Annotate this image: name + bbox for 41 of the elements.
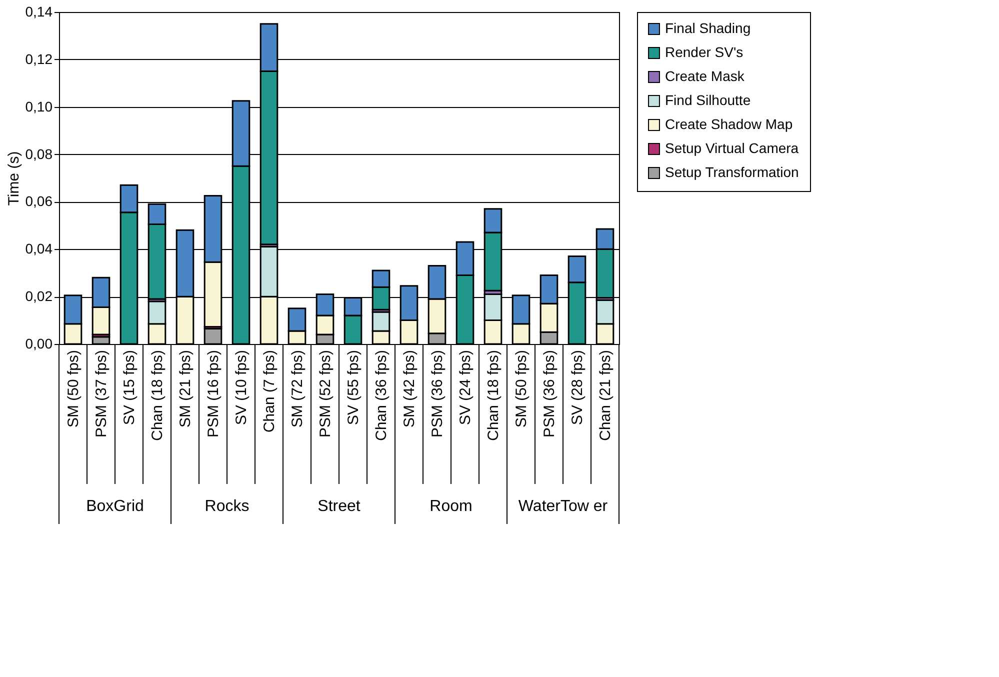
y-tick-label: 0,04 [25, 240, 53, 257]
x-tick-label: PSM (16 fps) [205, 350, 222, 438]
text: Room [430, 498, 472, 515]
x-tick-label: SV (55 fps) [345, 350, 362, 426]
x-tick-label: Chan (21 fps) [597, 350, 614, 441]
y-tick-label: 0,08 [25, 146, 53, 162]
x-tick-label: PSM (36 fps) [429, 350, 446, 438]
legend-label: Render SV's [665, 44, 744, 60]
x-tick-label: SV (24 fps) [457, 350, 474, 426]
x-tick-label: Chan (36 fps) [373, 350, 390, 441]
x-tick-label: Chan (18 fps) [149, 350, 166, 441]
y-axis-title: Time (s) [5, 151, 22, 206]
x-tick-label: PSM (52 fps) [317, 350, 334, 438]
text: Rocks [204, 498, 250, 515]
y-tick-label: 0,12 [25, 50, 53, 67]
x-tick-label: SM (42 fps) [401, 350, 418, 428]
legend-label: Find Silhoutte [665, 92, 751, 108]
text: Street [318, 498, 361, 515]
legend-label: Create Shadow Map [665, 116, 793, 132]
x-tick-label: SV (15 fps) [121, 350, 138, 426]
x-tick-label: SV (10 fps) [233, 350, 250, 426]
text: WaterTow er [518, 498, 608, 515]
x-tick-label: PSM (37 fps) [93, 350, 110, 438]
x-tick-label: SV (28 fps) [569, 350, 586, 426]
x-tick-label: SM (72 fps) [289, 350, 306, 428]
legend-label: Final Shading [665, 20, 751, 36]
legend-label: Setup Virtual Camera [665, 140, 799, 156]
x-tick-label: PSM (36 fps) [541, 350, 558, 438]
x-tick-label: SM (50 fps) [65, 350, 82, 428]
x-tick-label: Chan (7 fps) [261, 350, 278, 433]
legend-label: Create Mask [665, 68, 746, 84]
y-tick-label: 0,10 [25, 98, 53, 114]
x-tick-label: SM (21 fps) [177, 350, 194, 428]
y-tick-label: 0,06 [25, 193, 53, 210]
y-tick-label: 0,02 [25, 288, 53, 304]
x-tick-label: Chan (18 fps) [485, 350, 502, 441]
x-tick-label: SM (50 fps) [513, 350, 530, 428]
text: BoxGrid [86, 498, 144, 515]
legend-label: Setup Transformation [665, 164, 799, 180]
y-tick-label: 0,00 [25, 336, 53, 352]
y-tick-label: 0,14 [25, 4, 53, 20]
